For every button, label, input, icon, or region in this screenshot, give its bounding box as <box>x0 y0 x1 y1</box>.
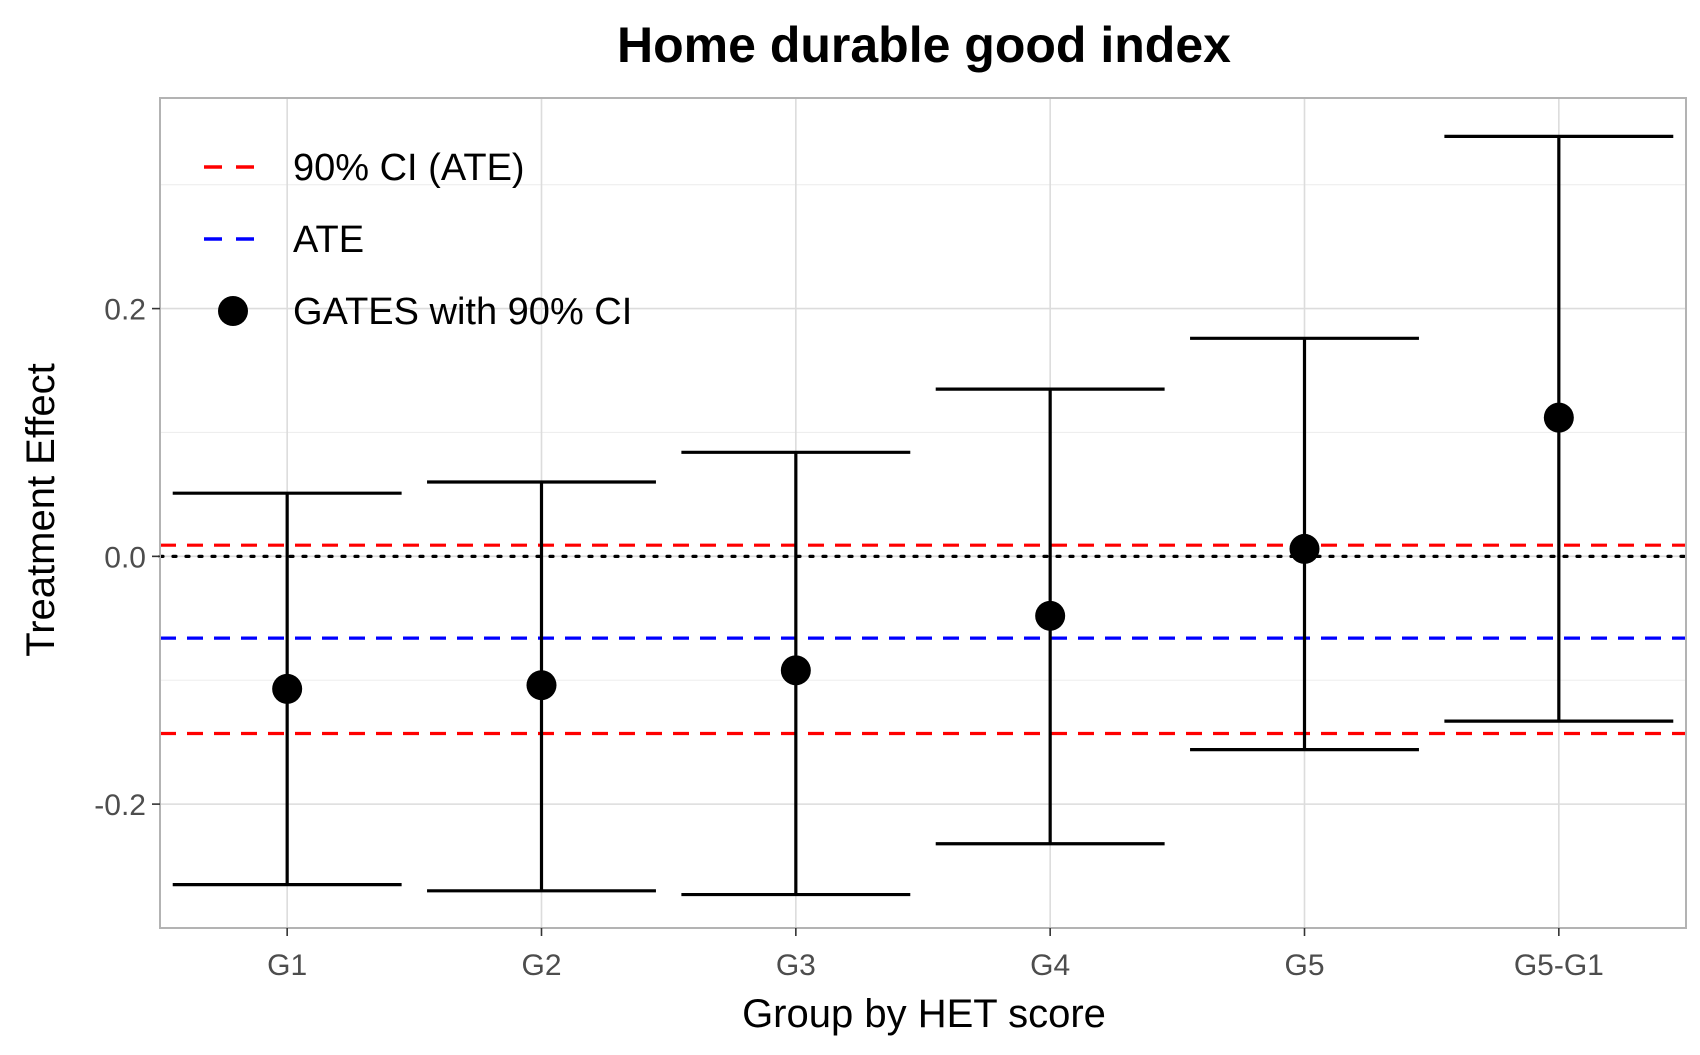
x-tick-label: G5-G1 <box>1514 949 1604 982</box>
x-tick-label: G5 <box>1284 949 1324 982</box>
gates-point <box>780 655 811 686</box>
x-tick-label: G1 <box>267 949 307 982</box>
x-tick-label: G4 <box>1030 949 1070 982</box>
x-axis-ticks: G1 G2 G3 G4 G5 G5-G1 <box>267 928 1604 982</box>
legend-label: ATE <box>293 219 364 261</box>
legend: 90% CI (ATE) ATE GATES with 90% CI <box>204 147 632 333</box>
x-tick-label: G2 <box>521 949 561 982</box>
legend-label: GATES with 90% CI <box>293 291 632 333</box>
gates-point <box>1543 402 1574 433</box>
y-tick-label: -0.2 <box>94 789 146 822</box>
gates-point <box>1289 533 1320 564</box>
y-axis-ticks: -0.2 0.0 0.2 <box>94 294 160 822</box>
legend-key-point <box>218 296 248 326</box>
panel-border <box>159 97 1687 929</box>
reference-lines <box>158 543 1688 736</box>
x-axis-title: Group by HET score <box>742 992 1106 1036</box>
gates-point <box>526 670 557 701</box>
y-axis-title: Treatment Effect <box>19 363 63 656</box>
gates-points <box>272 402 1574 704</box>
y-tick-label: 0.2 <box>104 294 146 327</box>
legend-label: 90% CI (ATE) <box>293 147 525 189</box>
gates-point <box>272 673 303 704</box>
plot-panel <box>158 97 1688 929</box>
y-tick-label: 0.0 <box>104 541 146 574</box>
gates-point <box>1035 600 1066 631</box>
chart-title: Home durable good index <box>617 17 1231 73</box>
x-tick-label: G3 <box>776 949 816 982</box>
